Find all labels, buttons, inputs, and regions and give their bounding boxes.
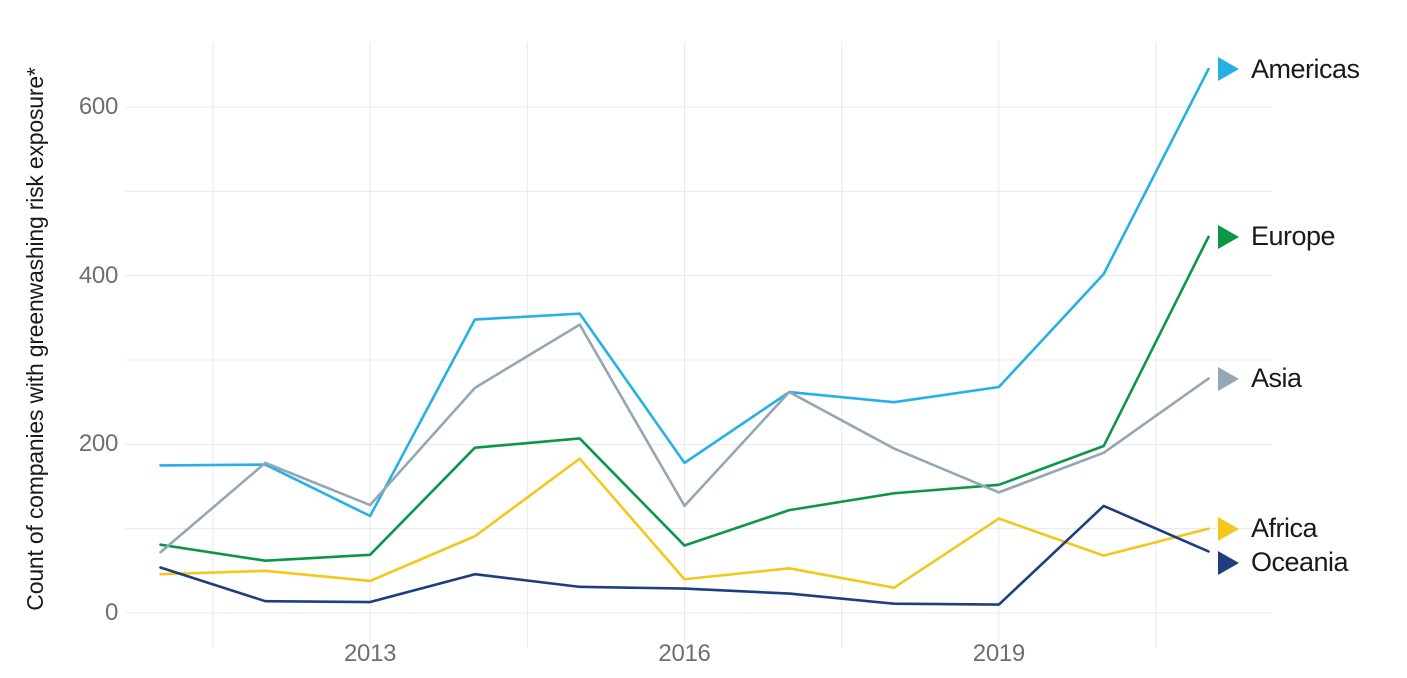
series-line-europe	[159, 235, 1210, 563]
legend-label: Europe	[1251, 221, 1336, 252]
series-line-africa	[159, 457, 1210, 590]
series-line-oceania	[159, 504, 1210, 606]
legend-label: Asia	[1251, 363, 1302, 394]
y-axis-tick-label: 200	[78, 430, 118, 458]
x-axis-tick-label: 2016	[658, 640, 711, 667]
legend-arrow-icon	[1218, 366, 1239, 391]
legend-item-americas: Americas	[1218, 53, 1360, 85]
legend-arrow-icon	[1218, 550, 1239, 575]
legend-item-asia: Asia	[1218, 363, 1302, 395]
series-line-asia	[159, 323, 1210, 554]
legend-item-africa: Africa	[1218, 513, 1318, 545]
x-axis-tick-label: 2013	[343, 640, 397, 667]
legend-arrow-icon	[1218, 224, 1239, 249]
x-axis-tick-label: 2019	[972, 640, 1026, 667]
y-axis-tick-label: 600	[78, 93, 118, 120]
legend-item-oceania: Oceania	[1218, 547, 1349, 579]
y-axis-tick-label: 0	[104, 599, 118, 626]
y-axis-tick-label: 400	[78, 261, 118, 289]
legend-item-europe: Europe	[1218, 221, 1336, 253]
legend-arrow-icon	[1218, 516, 1239, 541]
legend-label: Oceania	[1251, 547, 1349, 578]
legend-label: Africa	[1251, 513, 1318, 544]
legend-label: Americas	[1251, 53, 1360, 84]
legend-arrow-icon	[1218, 57, 1239, 82]
series-line-americas	[159, 67, 1210, 518]
